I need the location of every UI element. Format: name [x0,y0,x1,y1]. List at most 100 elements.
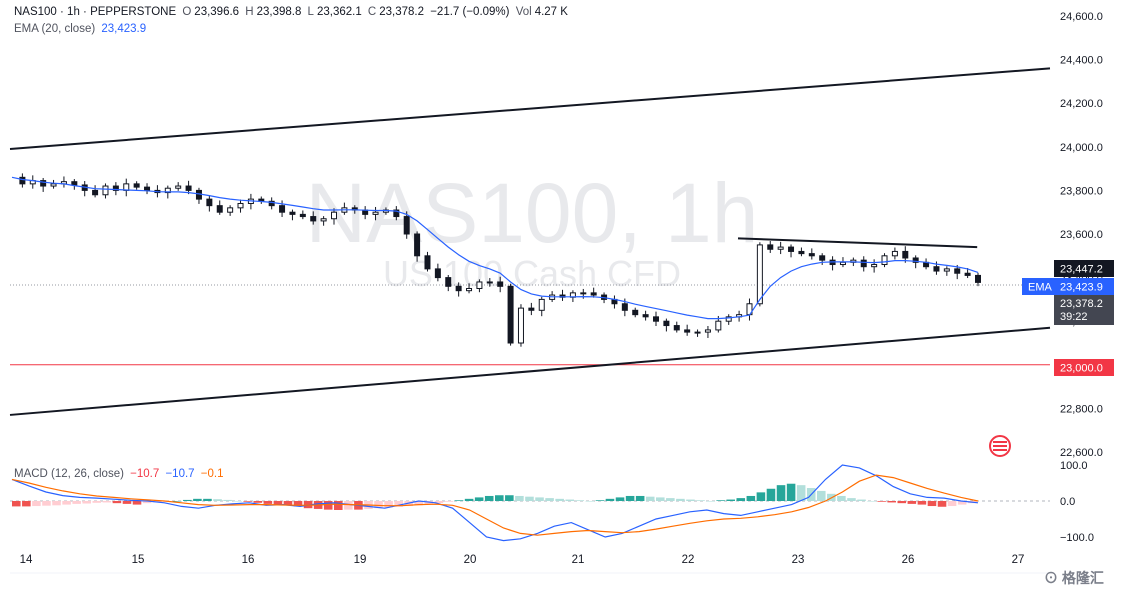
channel-lower-trendline[interactable] [9,326,1051,416]
time-tick-label: 19 [354,554,367,566]
triangle-top-trendline[interactable] [737,237,978,249]
candle-body [860,259,867,268]
macd-histogram-bar [424,501,434,505]
us-flag-icon[interactable] [989,435,1011,457]
macd-histogram-bar [545,498,554,501]
macd-histogram-bar [947,501,957,507]
candle-body [133,183,140,188]
price-tag-level: 23,000.0 [1054,359,1114,376]
price-axis[interactable]: 22,600.022,800.023,000.023,200.023,400.0… [1060,11,1103,459]
macd-histogram-bar [22,501,31,507]
price-tick-label: 23,600.0 [1060,229,1103,241]
macd-legend[interactable]: MACD (12, 26, close) −10.7 −10.7 −0.1 [14,468,226,480]
ema-legend[interactable]: EMA (20, close) 23,423.9 [14,23,149,35]
candle-body [102,185,109,196]
macd-histogram-bar [444,501,454,502]
candle-body [466,288,473,292]
macd-histogram-bar [193,498,202,501]
macd-histogram-bar [323,501,333,510]
macd-histogram-bar [394,501,403,507]
candle-body [476,281,483,289]
time-axis[interactable]: 14 15 16 19 20 21 22 23 26 27 [20,554,1025,566]
volume-value: 4.27 K [534,6,568,18]
symbol-title[interactable]: NAS100 · 1h · PEPPERSTONE [14,6,177,18]
macd-histogram-bar [625,495,635,501]
macd-histogram-bar [565,499,574,501]
candle-body [725,316,732,322]
candle-body [704,329,711,333]
candle-body [331,211,337,220]
macd-line [11,464,979,542]
macd-histogram-bar [575,500,585,501]
macd-label: MACD (12, 26, close) [14,468,124,480]
candle-body [227,207,234,213]
close-value: 23,378.2 [379,6,424,18]
macd-histogram-bar [233,501,242,502]
candle-body [694,331,701,334]
candle-body [185,185,192,191]
macd-histogram-bar [847,498,856,501]
macd-histogram-bar [273,501,283,505]
macd-histogram-bar [525,496,534,501]
open-value: 23,396.6 [194,6,240,18]
time-tick-label: 14 [20,554,33,566]
candle-body [839,261,846,266]
price-tag-ema: EMA 23,423.9 [1022,278,1114,295]
trendlines[interactable] [9,67,1051,416]
candles[interactable] [19,173,981,347]
macd-histogram-bar [937,501,947,507]
macd-histogram-bar [283,501,293,506]
macd-histogram-bar [62,501,71,505]
candle-body [175,185,182,189]
macd-tick-label: 0.0 [1060,496,1075,508]
macd-histogram-bar [243,501,252,502]
candle-body [881,255,888,266]
macd-histogram-bar [605,498,615,501]
candle-body [40,180,47,187]
candle-body [673,325,680,331]
macd-histogram-bar [203,498,212,501]
brand-logo: ⊙ 格隆汇 [1044,570,1104,586]
macd-histogram-bar [716,500,725,501]
time-tick-label: 23 [792,554,805,566]
candle-body [403,216,410,235]
candle-body [777,246,784,250]
candle-body [455,285,462,292]
macd-histogram-bar [454,500,464,501]
candle-body [653,316,659,322]
macd-histogram-bar [52,501,61,506]
candle-body [902,250,909,259]
macd-histogram-bar [877,501,886,502]
symbol-legend[interactable]: NAS100 · 1h · PEPPERSTONE O 23,396.6 H 23,… [14,6,571,18]
macd-histogram-bar [857,499,866,501]
brand-name: 格隆汇 [1061,570,1104,586]
macd-histogram [12,483,977,510]
macd-histogram-bar [927,501,937,507]
candle-body [517,307,524,344]
macd-histogram-bar [907,501,917,504]
candle-body [871,264,878,268]
macd-histogram-bar [173,501,182,502]
change-value: −21.7 (−0.09%) [430,6,510,18]
macd-histogram-bar [72,501,81,504]
macd-histogram-bar [102,501,112,503]
candle-body [943,268,950,272]
time-tick-label: 20 [464,554,477,566]
time-tick-label: 15 [132,554,145,566]
time-tick-label: 21 [572,554,585,566]
price-tick-label: 24,600.0 [1060,11,1103,23]
candle-body [445,277,452,287]
macd-histogram-bar [756,492,766,501]
channel-upper-trendline[interactable] [9,67,1051,150]
macd-histogram-bar [676,498,685,501]
macd-signal-line [11,474,979,536]
candle-body [580,292,587,295]
candle-body [964,272,971,276]
macd-histogram-bar [867,501,876,502]
candle-body [71,181,78,186]
candle-body [206,198,213,207]
macd-histogram-bar [132,501,142,505]
ema-line[interactable] [11,176,979,320]
macd-histogram-bar [92,501,102,503]
